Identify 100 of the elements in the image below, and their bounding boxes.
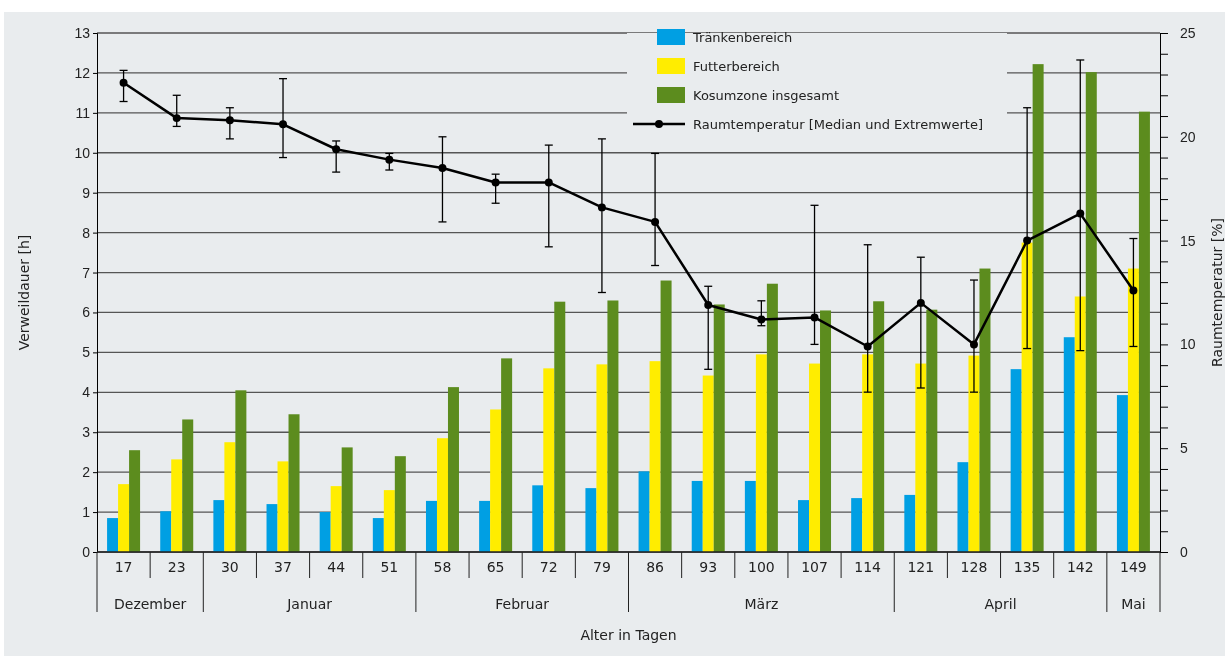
point — [1129, 286, 1138, 295]
point — [757, 315, 766, 324]
x-tick-label: 30 — [220, 559, 239, 575]
bar — [596, 364, 608, 552]
bar — [820, 310, 832, 552]
x-tick-label: 79 — [593, 559, 611, 575]
x-tick-label: 86 — [646, 559, 665, 575]
point — [1076, 209, 1085, 218]
bar — [436, 438, 448, 552]
bar — [915, 363, 927, 552]
bar — [129, 450, 141, 552]
point — [332, 145, 341, 154]
x-tick-label: 121 — [907, 559, 935, 575]
bar — [213, 500, 225, 552]
point — [810, 313, 819, 322]
point — [225, 116, 234, 125]
point — [969, 340, 978, 349]
point — [597, 203, 606, 212]
point — [863, 342, 872, 351]
y-tick-label: 12 — [74, 64, 91, 81]
point — [279, 120, 288, 129]
x-tick-label: 149 — [1120, 559, 1147, 575]
bar — [638, 471, 650, 552]
bar — [1074, 296, 1086, 552]
bar — [277, 461, 289, 552]
bar — [532, 485, 544, 552]
bar — [554, 301, 566, 552]
text: Dezember — [114, 596, 187, 612]
y-axis-title: Verweildauer [h] — [16, 234, 32, 351]
legend-label: Raumtemperatur [Median und Extremwerte] — [693, 117, 983, 132]
y-tick-label: 11 — [75, 104, 91, 121]
bar — [425, 500, 437, 552]
x-tick-label: 142 — [1066, 559, 1094, 575]
bar — [171, 459, 183, 552]
bar — [1021, 242, 1033, 552]
bar — [702, 375, 714, 552]
bar — [107, 518, 119, 552]
y-tick-label: 5 — [82, 344, 91, 361]
point — [385, 155, 394, 164]
x-tick-label: 72 — [539, 559, 558, 575]
bar — [1085, 72, 1097, 552]
bar — [182, 419, 194, 552]
y-tick-label: 0 — [82, 543, 91, 560]
bar — [979, 268, 991, 552]
x-tick-label: 37 — [274, 559, 292, 575]
bar — [372, 518, 384, 552]
x-tick-label: 100 — [748, 559, 775, 575]
x-tick-label: 51 — [380, 559, 399, 575]
bar — [585, 488, 597, 552]
bar — [755, 354, 767, 552]
bar — [235, 390, 247, 552]
bar — [288, 414, 300, 552]
y2-tick-label: 15 — [1180, 232, 1196, 249]
y-tick-label: 4 — [82, 384, 91, 401]
bar — [224, 442, 236, 552]
point — [651, 217, 660, 226]
x-tick-label: 128 — [960, 559, 988, 575]
bar — [660, 280, 672, 552]
x-tick-label: 93 — [699, 559, 718, 575]
y-tick-label: 1 — [82, 504, 91, 521]
point — [1023, 236, 1032, 245]
x-tick-label: 107 — [801, 559, 828, 575]
y-tick-label: 9 — [82, 184, 91, 201]
bar — [266, 504, 278, 552]
point — [916, 298, 925, 307]
x-tick-label: 23 — [167, 559, 186, 575]
point — [544, 178, 553, 187]
y-tick-label: 3 — [82, 424, 91, 441]
bar — [118, 484, 130, 552]
bar — [160, 511, 172, 552]
bar — [1138, 111, 1150, 552]
text: Mai — [1121, 596, 1146, 612]
y2-tick-label: 25 — [1180, 24, 1196, 41]
x-tick-label: 17 — [114, 559, 133, 575]
x-axis-title: Alter in Tagen — [580, 627, 677, 643]
bar — [501, 358, 513, 552]
point — [172, 114, 181, 123]
bar — [691, 480, 703, 552]
y2-tick-label: 20 — [1180, 128, 1196, 145]
text: März — [744, 596, 779, 612]
y-tick-label: 2 — [82, 464, 91, 481]
y-tick-label: 6 — [82, 304, 91, 321]
bar — [1063, 337, 1075, 552]
bar — [809, 363, 821, 552]
bar — [330, 486, 342, 552]
bar — [319, 512, 331, 552]
y-tick-label: 13 — [74, 24, 91, 41]
bar — [713, 304, 725, 552]
x-tick-label: 65 — [486, 559, 505, 575]
bar — [490, 409, 502, 552]
bar — [394, 456, 406, 552]
bar — [1032, 64, 1044, 552]
y2-tick-label: 10 — [1180, 336, 1196, 353]
text: April — [984, 596, 1017, 612]
bar — [798, 500, 810, 552]
point — [119, 78, 128, 87]
bar — [968, 355, 980, 552]
y2-tick-label: 5 — [1180, 440, 1188, 457]
bar — [851, 498, 863, 552]
x-tick-label: 114 — [854, 559, 882, 575]
